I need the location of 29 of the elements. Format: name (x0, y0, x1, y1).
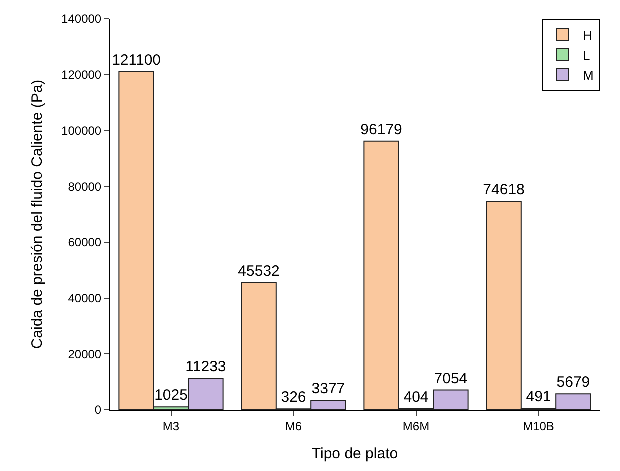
y-tick-label: 40000 (68, 291, 102, 306)
data-label: 491 (526, 388, 552, 406)
data-label: 11233 (186, 358, 226, 376)
x-tick-label: M6M (402, 419, 430, 434)
y-tick-label: 100000 (62, 124, 102, 138)
legend-label: M (583, 68, 594, 83)
y-tick-label: 80000 (68, 180, 102, 194)
data-label: 3377 (312, 380, 346, 398)
x-tick-label: M6 (285, 419, 302, 434)
legend-label: L (583, 48, 590, 63)
data-label: 96179 (360, 121, 402, 138)
y-tick-label: 120000 (62, 68, 102, 82)
data-label: 404 (404, 388, 429, 406)
data-label: 5679 (556, 374, 590, 392)
data-label: 121100 (112, 52, 162, 69)
data-label: 7054 (434, 370, 468, 388)
x-tick-label: M3 (162, 419, 180, 434)
data-label: 74618 (483, 182, 525, 199)
data-label: 326 (281, 389, 306, 406)
y-tick-label: 0 (94, 403, 102, 418)
y-tick-label: 140000 (62, 12, 102, 26)
data-label: 1025 (154, 387, 188, 404)
x-tick-label: M10B (523, 419, 554, 434)
legend-label: H (583, 28, 592, 44)
data-label: 45532 (238, 262, 280, 280)
y-tick-label: 20000 (68, 347, 102, 362)
y-axis-title: Caida de presión del fluido Caliente (Pa) (28, 80, 46, 350)
y-tick-label: 60000 (68, 236, 102, 250)
x-axis-title: Tipo de plato (312, 445, 398, 462)
